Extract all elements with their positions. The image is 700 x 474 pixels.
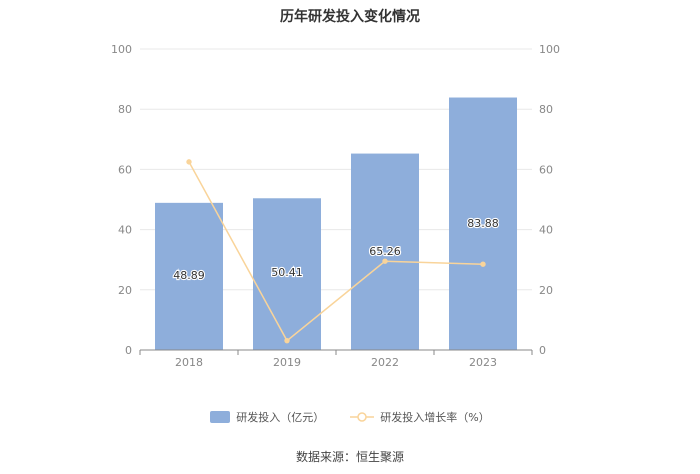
line-point [382, 258, 388, 264]
bar [449, 97, 517, 350]
right-y-tick-label: 20 [539, 284, 553, 297]
bar [351, 153, 419, 350]
bar-data-label: 65.26 [369, 245, 401, 258]
legend-item-line[interactable]: 研发投入增长率（%） [350, 409, 490, 425]
x-tick-label: 2018 [175, 356, 203, 369]
x-tick-label: 2023 [469, 356, 497, 369]
line-point [480, 261, 486, 267]
legend-line-swatch [350, 412, 375, 422]
x-axis: 2018 2019 2022 2023 [139, 349, 533, 369]
data-labels: 48.89 50.41 65.26 83.88 [172, 216, 500, 283]
bar-series [155, 97, 517, 350]
legend-item-bar[interactable]: 研发投入（亿元） [210, 409, 324, 425]
bar-data-label: 83.88 [467, 217, 499, 230]
bar [253, 198, 321, 350]
line-series [186, 159, 486, 344]
left-y-tick-label: 80 [118, 103, 132, 116]
right-y-axis: 0 20 40 60 80 100 [539, 43, 560, 357]
line-point [284, 337, 290, 344]
right-y-tick-label: 40 [539, 224, 553, 237]
left-y-tick-label: 0 [125, 344, 132, 357]
source-note: 数据来源：恒生聚源 [295, 450, 404, 464]
x-tick-label: 2022 [371, 356, 399, 369]
legend: 研发投入（亿元） 研发投入增长率（%） [0, 409, 700, 425]
chart-title: 历年研发投入变化情况 [280, 9, 420, 25]
left-y-tick-label: 20 [118, 284, 132, 297]
legend-bar-swatch [210, 411, 231, 423]
left-y-tick-label: 100 [111, 43, 132, 56]
right-y-tick-label: 0 [539, 344, 546, 357]
bar [155, 202, 223, 350]
left-y-tick-label: 40 [118, 224, 132, 237]
line-point [186, 159, 192, 165]
x-tick-label: 2019 [273, 356, 301, 369]
legend-label-bar: 研发投入（亿元） [236, 411, 325, 424]
left-y-tick-label: 60 [118, 163, 132, 176]
bar-data-label: 50.41 [271, 266, 303, 279]
right-y-tick-label: 60 [539, 163, 553, 176]
left-y-axis: 0 20 40 60 80 100 [111, 43, 132, 357]
line-series-path [188, 161, 484, 342]
legend-label-line: 研发投入增长率（%） [380, 411, 490, 424]
bar-data-label: 48.89 [173, 269, 205, 282]
right-y-tick-label: 100 [539, 43, 560, 56]
right-y-tick-label: 80 [539, 103, 553, 116]
